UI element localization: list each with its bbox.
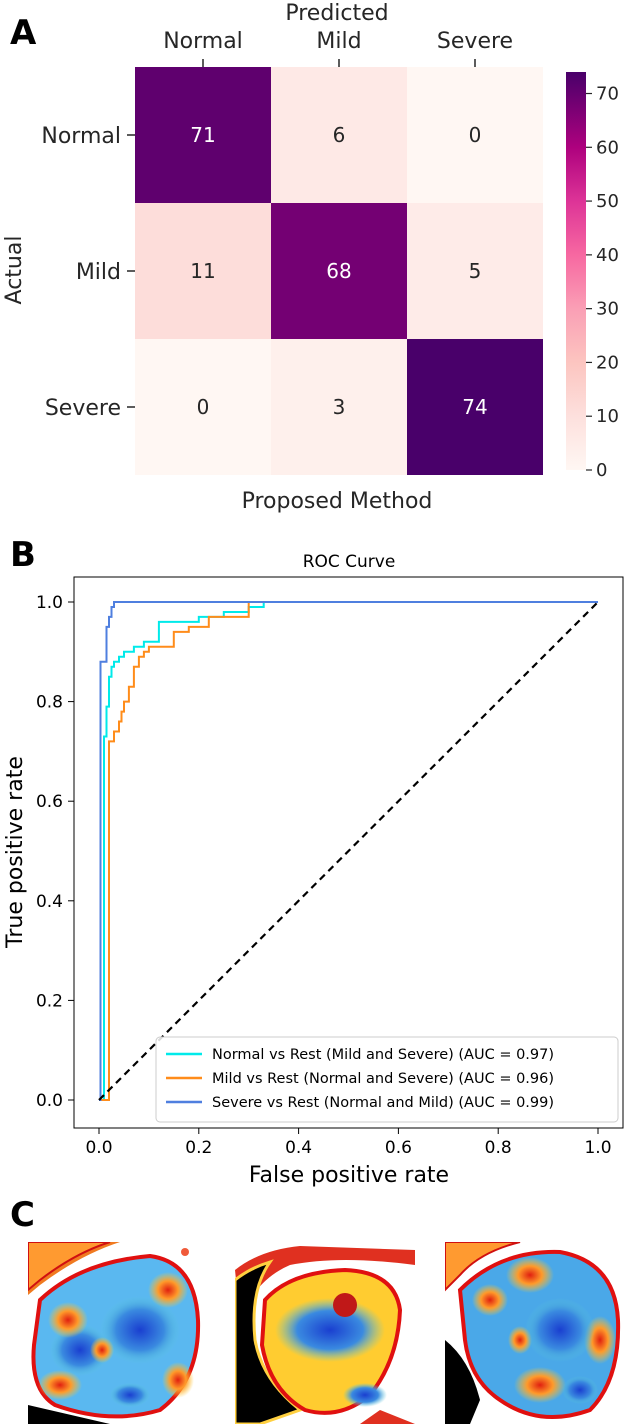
roc-y-tick-0-0: 0.0 — [36, 1091, 63, 1111]
roc-legend-label-0: Normal vs Rest (Mild and Severe) (AUC = … — [212, 1047, 554, 1063]
roc-legend-label-1: Mild vs Rest (Normal and Severe) (AUC = … — [212, 1071, 554, 1087]
heatmap-cell-value-0-2: 0 — [469, 123, 482, 147]
heatmap-x-tick-normal: Normal — [163, 29, 243, 54]
scan-images — [28, 1242, 625, 1424]
roc-y-tick-0-8: 0.8 — [36, 693, 63, 713]
heatmap-cell-2-2 — [407, 339, 543, 475]
colorbar-tick-30: 30 — [596, 299, 619, 320]
heatmap-x-axis-label: Proposed Method — [242, 489, 433, 514]
roc-x-tick-0-2: 0.2 — [185, 1138, 212, 1158]
roc-plot-frame — [73, 576, 624, 1129]
roc-title: ROC Curve — [303, 552, 396, 572]
heatmap-cell-value-0-1: 6 — [333, 123, 346, 147]
roc-legend-box — [155, 1036, 619, 1123]
roc-series-line-1 — [99, 601, 598, 1101]
roc-x-tick-0-8: 0.8 — [485, 1138, 512, 1158]
heatmap-x-tick-severe: Severe — [437, 29, 513, 54]
heatmap-cell-value-2-1: 3 — [333, 395, 346, 419]
heatmap-cell-value-0-0: 71 — [190, 123, 215, 147]
heatmap-cell-value-2-0: 0 — [197, 395, 210, 419]
panel-c-letter: C — [10, 1195, 35, 1235]
heatmap-cell-1-0 — [135, 203, 271, 339]
heatmap-y-tick-normal: Normal — [41, 124, 121, 149]
roc-series — [98, 601, 599, 1101]
heatmap-cell-2-1 — [271, 339, 407, 475]
colorbar: 0 10 20 30 40 50 60 70 — [566, 72, 619, 481]
scan-image-3 — [445, 1242, 625, 1424]
roc-x-tick-0-6: 0.6 — [385, 1138, 412, 1158]
heatmap-y-axis-label: Actual — [2, 236, 27, 305]
roc-legend-label-2: Severe vs Rest (Normal and Mild) (AUC = … — [212, 1095, 554, 1111]
heatmap-cell-1-2 — [407, 203, 543, 339]
heatmap-cell-value-2-2: 74 — [462, 395, 487, 419]
colorbar-ticks: 0 10 20 30 40 50 60 70 — [586, 84, 619, 481]
colorbar-tick-60: 60 — [596, 137, 619, 158]
colorbar-tick-10: 10 — [596, 406, 619, 427]
roc-y-tick-0-4: 0.4 — [36, 892, 63, 912]
heatmap-cell-0-0 — [135, 67, 271, 203]
roc-x-tick-1-0: 1.0 — [584, 1138, 611, 1158]
roc-y-tick-0-6: 0.6 — [36, 792, 63, 812]
roc-x-tick-0-4: 0.4 — [285, 1138, 312, 1158]
heatmap-cell-value-1-2: 5 — [469, 259, 482, 283]
roc-y-tick-1-0: 1.0 — [36, 593, 63, 613]
heatmap-cell-value-1-1: 68 — [326, 259, 351, 283]
roc-series-line-2 — [99, 601, 598, 1101]
heatmap-y-tick-severe: Severe — [45, 396, 121, 421]
roc-chart: ROC Curve 0.0 0.2 0.4 0.6 0.8 1.0 0.0 0.2 0.4 0.6… — [3, 552, 624, 1188]
roc-x-tick-0-0: 0.0 — [85, 1138, 112, 1158]
colorbar-tick-20: 20 — [596, 352, 619, 373]
colorbar-tick-40: 40 — [596, 245, 619, 266]
scan-image-1 — [28, 1242, 208, 1424]
roc-legend: Normal vs Rest (Mild and Severe) (AUC = … — [155, 1036, 619, 1123]
heatmap-x-tick-labels: Normal Mild Severe — [163, 29, 513, 67]
heatmap-cell-value-1-0: 11 — [190, 259, 215, 283]
heatmap-x-tick-mild: Mild — [316, 29, 361, 54]
heatmap-top-axis-label: Predicted — [285, 1, 388, 26]
colorbar-tick-0: 0 — [596, 460, 607, 481]
roc-y-axis-label: True positive rate — [3, 756, 28, 949]
panel-a-letter: A — [10, 13, 37, 53]
heatmap-y-tick-mild: Mild — [76, 260, 121, 285]
confusion-matrix-heatmap: 71 6 0 11 68 5 0 3 74 Normal Mild Severe Normal Mil… — [2, 1, 543, 514]
heatmap-cell-0-2 — [407, 67, 543, 203]
roc-axis-ticks: 0.0 0.2 0.4 0.6 0.8 1.0 0.0 0.2 0.4 0.6 0.8 1.0 — [36, 593, 612, 1158]
heatmap-cells: 71 6 0 11 68 5 0 3 74 — [135, 67, 543, 475]
roc-y-tick-0-2: 0.2 — [36, 991, 63, 1011]
colorbar-tick-50: 50 — [596, 191, 619, 212]
scan-image-2 — [235, 1242, 415, 1424]
roc-legend-items: Normal vs Rest (Mild and Severe) (AUC = … — [166, 1047, 554, 1111]
roc-series-line-0 — [99, 601, 598, 1101]
heatmap-cell-1-1 — [271, 203, 407, 339]
roc-x-axis-label: False positive rate — [249, 1163, 449, 1188]
heatmap-y-tick-labels: Normal Mild Severe — [41, 124, 135, 421]
heatmap-cell-0-1 — [271, 67, 407, 203]
colorbar-gradient — [566, 72, 586, 470]
colorbar-tick-70: 70 — [596, 84, 619, 105]
roc-chance-line — [98, 601, 599, 1101]
panel-b-letter: B — [10, 535, 36, 575]
heatmap-cell-2-0 — [135, 339, 271, 475]
